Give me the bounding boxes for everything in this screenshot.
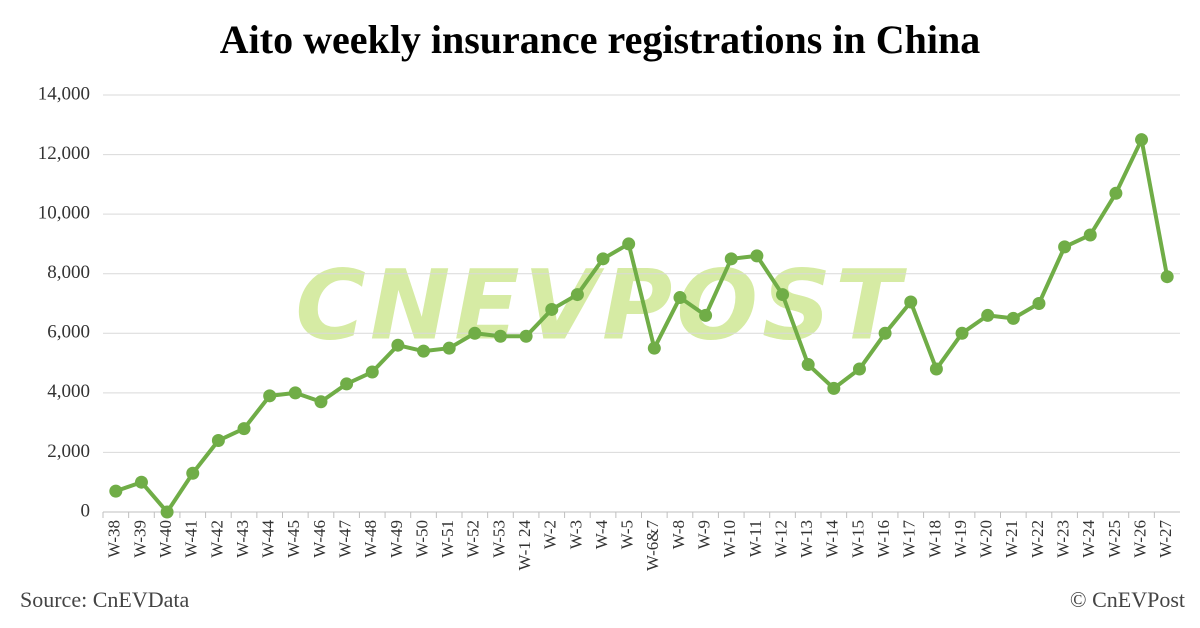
data-point (929, 362, 943, 376)
x-tick-label: W-1 24 (515, 520, 534, 571)
data-point (109, 484, 123, 498)
data-point (699, 308, 713, 322)
x-tick-label: W-17 (900, 520, 919, 558)
x-tick-label: W-24 (1079, 520, 1098, 558)
x-tick-label: W-39 (130, 520, 149, 558)
x-tick-label: W-45 (284, 520, 303, 558)
data-point (134, 475, 148, 489)
data-point (878, 326, 892, 340)
x-tick-label: W-9 (695, 520, 714, 549)
watermark: CNEVPOST (295, 249, 907, 361)
data-point (827, 381, 841, 395)
data-point (340, 377, 354, 391)
x-tick-label: W-21 (1002, 520, 1021, 558)
data-point (442, 341, 456, 355)
data-point (570, 288, 584, 302)
x-tick-label: W-53 (489, 520, 508, 558)
y-tick-label: 8,000 (47, 262, 90, 283)
data-point (955, 326, 969, 340)
data-point (186, 466, 200, 480)
data-point (1058, 240, 1072, 254)
x-tick-label: W-44 (259, 520, 278, 558)
x-tick-label: W-12 (771, 520, 790, 558)
y-tick-label: 12,000 (38, 143, 90, 164)
x-tick-label: W-51 (438, 520, 457, 558)
x-tick-label: W-52 (464, 520, 483, 558)
data-point (237, 422, 251, 436)
x-tick-label: W-4 (592, 520, 611, 550)
x-tick-label: W-42 (207, 520, 226, 558)
credit-note: © CnEVPost (1070, 587, 1185, 612)
y-tick-label: 0 (81, 500, 91, 521)
data-point (160, 505, 174, 519)
data-point (724, 252, 738, 266)
data-point (1032, 297, 1046, 310)
y-tick-label: 6,000 (47, 322, 90, 343)
y-tick-label: 10,000 (38, 203, 90, 224)
data-point (1160, 270, 1174, 284)
data-point (801, 358, 815, 372)
data-point (314, 395, 328, 409)
data-point (1006, 311, 1020, 325)
data-point (750, 249, 764, 263)
x-tick-label: W-22 (1028, 520, 1047, 558)
data-point (263, 389, 277, 403)
y-tick-label: 2,000 (47, 441, 90, 462)
data-point (288, 386, 302, 400)
data-point (1083, 228, 1097, 242)
x-tick-label: W-25 (1105, 520, 1124, 558)
x-tick-label: W-18 (925, 520, 944, 558)
x-tick-label: W-48 (361, 520, 380, 558)
data-point (852, 362, 866, 376)
source-note: Source: CnEVData (20, 587, 189, 612)
y-tick-label: 14,000 (38, 83, 90, 104)
data-point (647, 341, 661, 355)
x-tick-label: W-50 (412, 520, 431, 558)
x-tick-label: W-49 (387, 520, 406, 558)
x-tick-label: W-5 (618, 520, 637, 549)
chart-title: Aito weekly insurance registrations in C… (220, 17, 980, 62)
x-tick-label: W-46 (310, 520, 329, 558)
x-tick-label: W-14 (823, 520, 842, 558)
data-point (391, 338, 405, 352)
x-tick-label: W-47 (336, 520, 355, 558)
data-point (673, 291, 687, 305)
x-tick-label: W-10 (720, 520, 739, 558)
data-point (1135, 133, 1149, 147)
x-tick-label: W-23 (1054, 520, 1073, 558)
data-point (1109, 186, 1123, 200)
data-point (545, 302, 559, 316)
x-tick-label: W-38 (105, 520, 124, 558)
x-tick-label: W-13 (797, 520, 816, 558)
data-point (468, 326, 482, 340)
data-point (622, 237, 636, 251)
x-tick-label: W-3 (566, 520, 585, 549)
x-tick-label: W-40 (156, 520, 175, 558)
x-tick-label: W-2 (541, 520, 560, 549)
x-tick-label: W-6&7 (643, 520, 662, 571)
data-point (904, 295, 918, 309)
x-tick-label: W-41 (182, 520, 201, 558)
data-point (417, 344, 431, 358)
x-tick-label: W-27 (1156, 520, 1175, 558)
x-tick-label: W-20 (977, 520, 996, 558)
x-tick-label: W-19 (951, 520, 970, 558)
data-point (365, 365, 379, 379)
data-point (596, 252, 610, 266)
x-tick-label: W-8 (669, 520, 688, 549)
data-point (493, 329, 507, 343)
data-point (776, 288, 790, 302)
data-point (519, 329, 533, 343)
data-point (211, 434, 225, 448)
data-point (981, 308, 995, 322)
x-tick-label: W-43 (233, 520, 252, 558)
x-tick-label: W-11 (746, 520, 765, 557)
y-tick-label: 4,000 (47, 381, 90, 402)
x-tick-label: W-16 (874, 520, 893, 558)
x-tick-label: W-26 (1130, 520, 1149, 558)
x-tick-label: W-15 (848, 520, 867, 558)
